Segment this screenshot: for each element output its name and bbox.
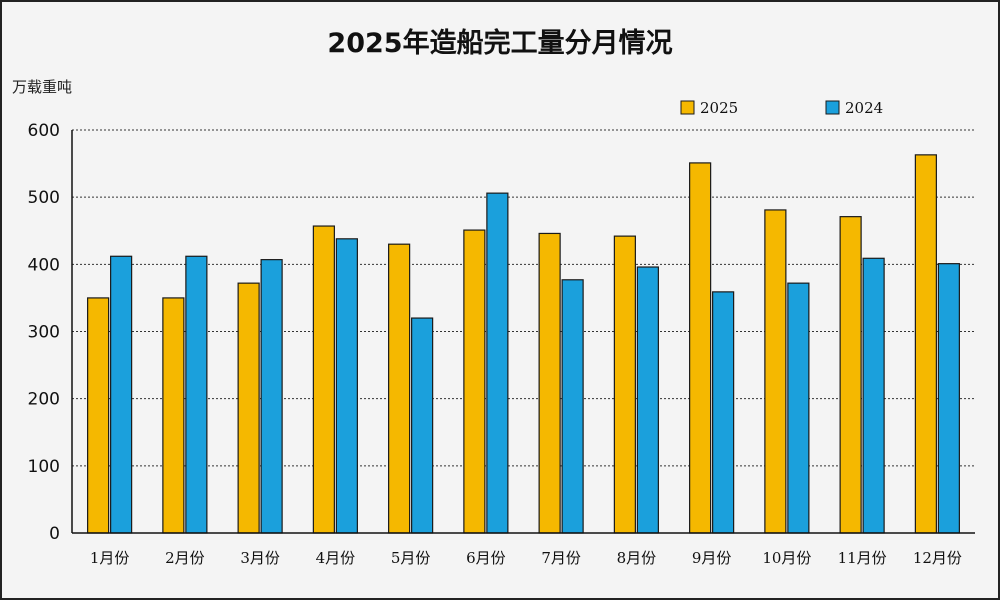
x-tick-label: 12月份: [913, 549, 962, 567]
y-tick-label: 100: [28, 457, 60, 477]
x-tick-label: 7月份: [541, 549, 581, 567]
y-tick-label: 0: [49, 524, 60, 544]
x-tick-label: 6月份: [466, 549, 506, 567]
bar-2025-10: [764, 209, 787, 534]
bar-2024-12: [937, 263, 960, 534]
x-tick-label: 2月份: [165, 549, 205, 567]
x-tick-label: 10月份: [762, 549, 811, 567]
bar-2024-9: [712, 291, 735, 534]
x-tick-label: 8月份: [617, 549, 657, 567]
bar-2024-10: [787, 282, 810, 534]
bar-2024-6: [486, 192, 509, 534]
x-tick-label: 9月份: [692, 549, 732, 567]
bar-2025-6: [463, 229, 486, 534]
legend: 2025 2024: [680, 99, 883, 117]
bar-2025-3: [237, 282, 260, 534]
bar-2024-7: [561, 279, 584, 534]
legend-label-2024: 2024: [845, 99, 883, 117]
x-tick-label: 4月份: [316, 549, 356, 567]
bar-2024-3: [260, 259, 283, 534]
legend-swatch-2025: [680, 100, 695, 115]
bar-2025-11: [839, 216, 862, 534]
y-tick-label: 500: [28, 188, 60, 208]
bar-2025-12: [914, 154, 937, 534]
gridlines: [72, 129, 975, 467]
legend-swatch-2024: [825, 100, 840, 115]
x-tick-label: 3月份: [240, 549, 280, 567]
bar-2024-4: [335, 238, 358, 534]
x-tick-label: 1月份: [90, 549, 130, 567]
y-tick-label: 600: [28, 121, 60, 141]
x-tick-labels: 1月份 2月份 3月份 4月份 5月份 6月份 7月份 8月份 9月份 10月份 11月份 12月份: [90, 549, 962, 567]
y-tick-labels: 0 100 200 300 400 500 600: [28, 121, 60, 544]
x-tick-label: 5月份: [391, 549, 431, 567]
bar-2025-1: [87, 297, 110, 534]
y-tick-label: 200: [28, 390, 60, 410]
bar-2024-2: [185, 255, 208, 534]
bar-2025-7: [538, 232, 561, 534]
x-tick-label: 11月份: [838, 549, 887, 567]
bar-2025-4: [312, 225, 335, 534]
bar-2025-8: [613, 235, 636, 534]
chart-title: 2025年造船完工量分月情况: [327, 27, 672, 59]
bars: [87, 154, 960, 534]
y-tick-label: 300: [28, 323, 60, 343]
bar-2025-2: [162, 297, 185, 534]
axes: [71, 130, 975, 534]
bar-2024-11: [862, 257, 885, 534]
legend-label-2025: 2025: [700, 99, 738, 117]
y-axis-label: 万载重吨: [12, 78, 72, 96]
y-tick-label: 400: [28, 255, 60, 275]
bar-2024-5: [411, 317, 434, 534]
bar-2025-5: [388, 243, 411, 534]
bar-2024-8: [636, 266, 659, 534]
bar-2025-9: [689, 162, 712, 534]
bar-2024-1: [110, 255, 133, 534]
